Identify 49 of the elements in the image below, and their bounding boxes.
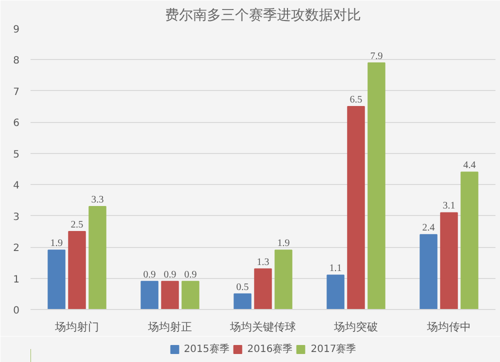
bar: [140, 280, 158, 310]
x-tick-label: 场均射正: [147, 320, 192, 334]
bar: [420, 234, 438, 310]
data-label: 1.9: [277, 238, 290, 250]
bar: [182, 280, 200, 310]
bar: [347, 106, 365, 310]
y-tick-label: 6: [13, 118, 20, 130]
x-tick-label: 场均传中: [426, 320, 471, 334]
bar: [161, 280, 179, 310]
data-label: 2.4: [422, 222, 435, 234]
bar: [274, 250, 292, 310]
bar: [234, 293, 252, 310]
data-label: 3.3: [91, 194, 104, 206]
bar: [68, 230, 86, 310]
data-label: 0.9: [143, 269, 156, 280]
data-label: 4.4: [463, 160, 476, 172]
x-tick-label: 场均突破: [333, 320, 378, 334]
y-tick-label: 0: [13, 306, 20, 316]
y-tick-label: 2: [13, 243, 20, 254]
legend-label: 2015赛季: [184, 342, 230, 356]
bar: [460, 172, 478, 310]
bar: [440, 212, 458, 310]
data-label: 1.1: [329, 263, 342, 274]
data-label: 0.9: [164, 269, 176, 280]
data-label: 2.5: [70, 219, 84, 230]
y-tick-label: 9: [13, 24, 20, 36]
y-tick-label: 4: [13, 180, 20, 192]
data-label: 0.9: [184, 269, 197, 280]
y-tick-label: 1: [13, 274, 20, 286]
data-label: 7.9: [370, 50, 383, 62]
data-label: 3.1: [442, 200, 456, 212]
legend-label: 2017赛季: [310, 342, 356, 356]
bar: [254, 268, 272, 310]
data-label: 0.5: [236, 282, 249, 293]
y-tick-label: 3: [13, 212, 20, 223]
data-label: 1.9: [50, 238, 63, 250]
x-tick-label: 场均关键传球: [229, 320, 296, 334]
bar: [48, 250, 66, 310]
bar: [368, 62, 386, 310]
chart-title: 费尔南多三个赛季进攻数据对比: [165, 8, 361, 24]
bar: [88, 206, 106, 310]
data-label: 6.5: [350, 94, 362, 106]
y-tick-label: 8: [13, 56, 20, 67]
x-tick-label: 场均射门: [54, 320, 99, 334]
data-label: 1.3: [256, 256, 270, 268]
legend-label: 2016赛季: [247, 342, 293, 356]
y-tick-label: 7: [13, 86, 20, 98]
bar: [326, 274, 344, 310]
y-tick-label: 5: [13, 149, 20, 160]
